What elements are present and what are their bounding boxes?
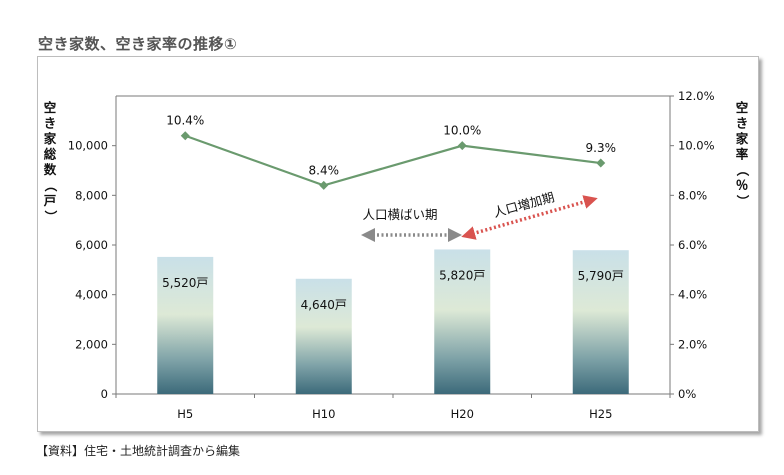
axis-title-char: 戸 [44,193,57,208]
axis-title-char: き [44,116,57,131]
annotation-label-growth: 人口増加期 [492,189,556,220]
bar-H10 [295,278,352,394]
axis-title-char: （ [735,164,750,177]
chart-svg: 0 2,000 4,000 6,000 8,000 10,000 0% 2.0% 4.0% 6.0… [43,89,750,421]
x-tick-label: H20 [451,407,474,421]
y-right-tick-label: 0% [678,387,696,401]
y-left-tick-label: 6,000 [75,238,108,252]
bar-H20 [434,249,491,394]
bar-H5 [157,256,214,394]
axis-title-char: 家 [44,131,57,146]
y-left-tick-label: 2,000 [75,337,108,351]
y-right-tick-label: 2.0% [678,337,707,351]
y-right-tick-label: 6.0% [678,238,707,252]
y-axis-right-title: 空き家率 （％ ） [735,100,750,207]
rate-value-label: 8.4% [309,163,340,177]
source-note: 【資料】住宅・土地統計調査から編集 [36,444,241,458]
axis-title-char: 家 [736,131,749,146]
bar-value-label: 5,820戸 [439,268,485,282]
page-title: 空き家数、空き家率の推移① [38,35,238,53]
axis-title-char: き [736,116,749,131]
y-left-tick-label: 10,000 [68,139,108,153]
rate-point-H5 [180,131,190,141]
axis-title-char: ） [43,210,58,223]
axis-title-char: 数 [43,162,57,177]
axis-title-char: ％ [736,178,749,193]
y-right-tick-label: 10.0% [678,139,715,153]
bar-value-label: 5,520戸 [162,276,208,290]
bar-value-label: 4,640戸 [301,298,347,312]
rate-point-H25 [596,158,606,168]
x-tick-label: H25 [589,407,612,421]
y-right-tick-label: 12.0% [678,89,715,103]
axis-title-char: 率 [736,147,749,162]
y-left-tick-label: 4,000 [75,288,108,302]
x-tick-label: H10 [312,407,335,421]
x-tick-label: H5 [177,407,193,421]
rate-point-H10 [319,180,329,190]
rate-value-label: 10.4% [166,114,204,128]
axis-title-char: 総 [44,147,57,162]
bar-H25 [572,250,629,394]
axis-title-char: 空 [736,100,749,115]
y-left-tick-label: 0 [101,387,108,401]
axis-title-char: （ [43,179,58,192]
bar-value-label: 5,790戸 [578,269,624,283]
rate-value-label: 10.0% [443,124,481,138]
annotation-label-flat: 人口横ばい期 [362,207,437,222]
y-right-tick-label: 4.0% [678,288,707,302]
y-left-tick-label: 8,000 [75,188,108,202]
axis-title-char: ） [735,195,750,208]
rate-point-H20 [457,141,467,151]
y-right-tick-label: 8.0% [678,188,707,202]
chart-frame: 0 2,000 4,000 6,000 8,000 10,000 0% 2.0% 4.0% 6.0… [37,56,759,432]
rate-value-label: 9.3% [586,141,617,155]
rate-line [184,134,601,187]
axis-title-char: 空 [44,100,57,115]
annotation-arrow-growth [461,195,598,240]
